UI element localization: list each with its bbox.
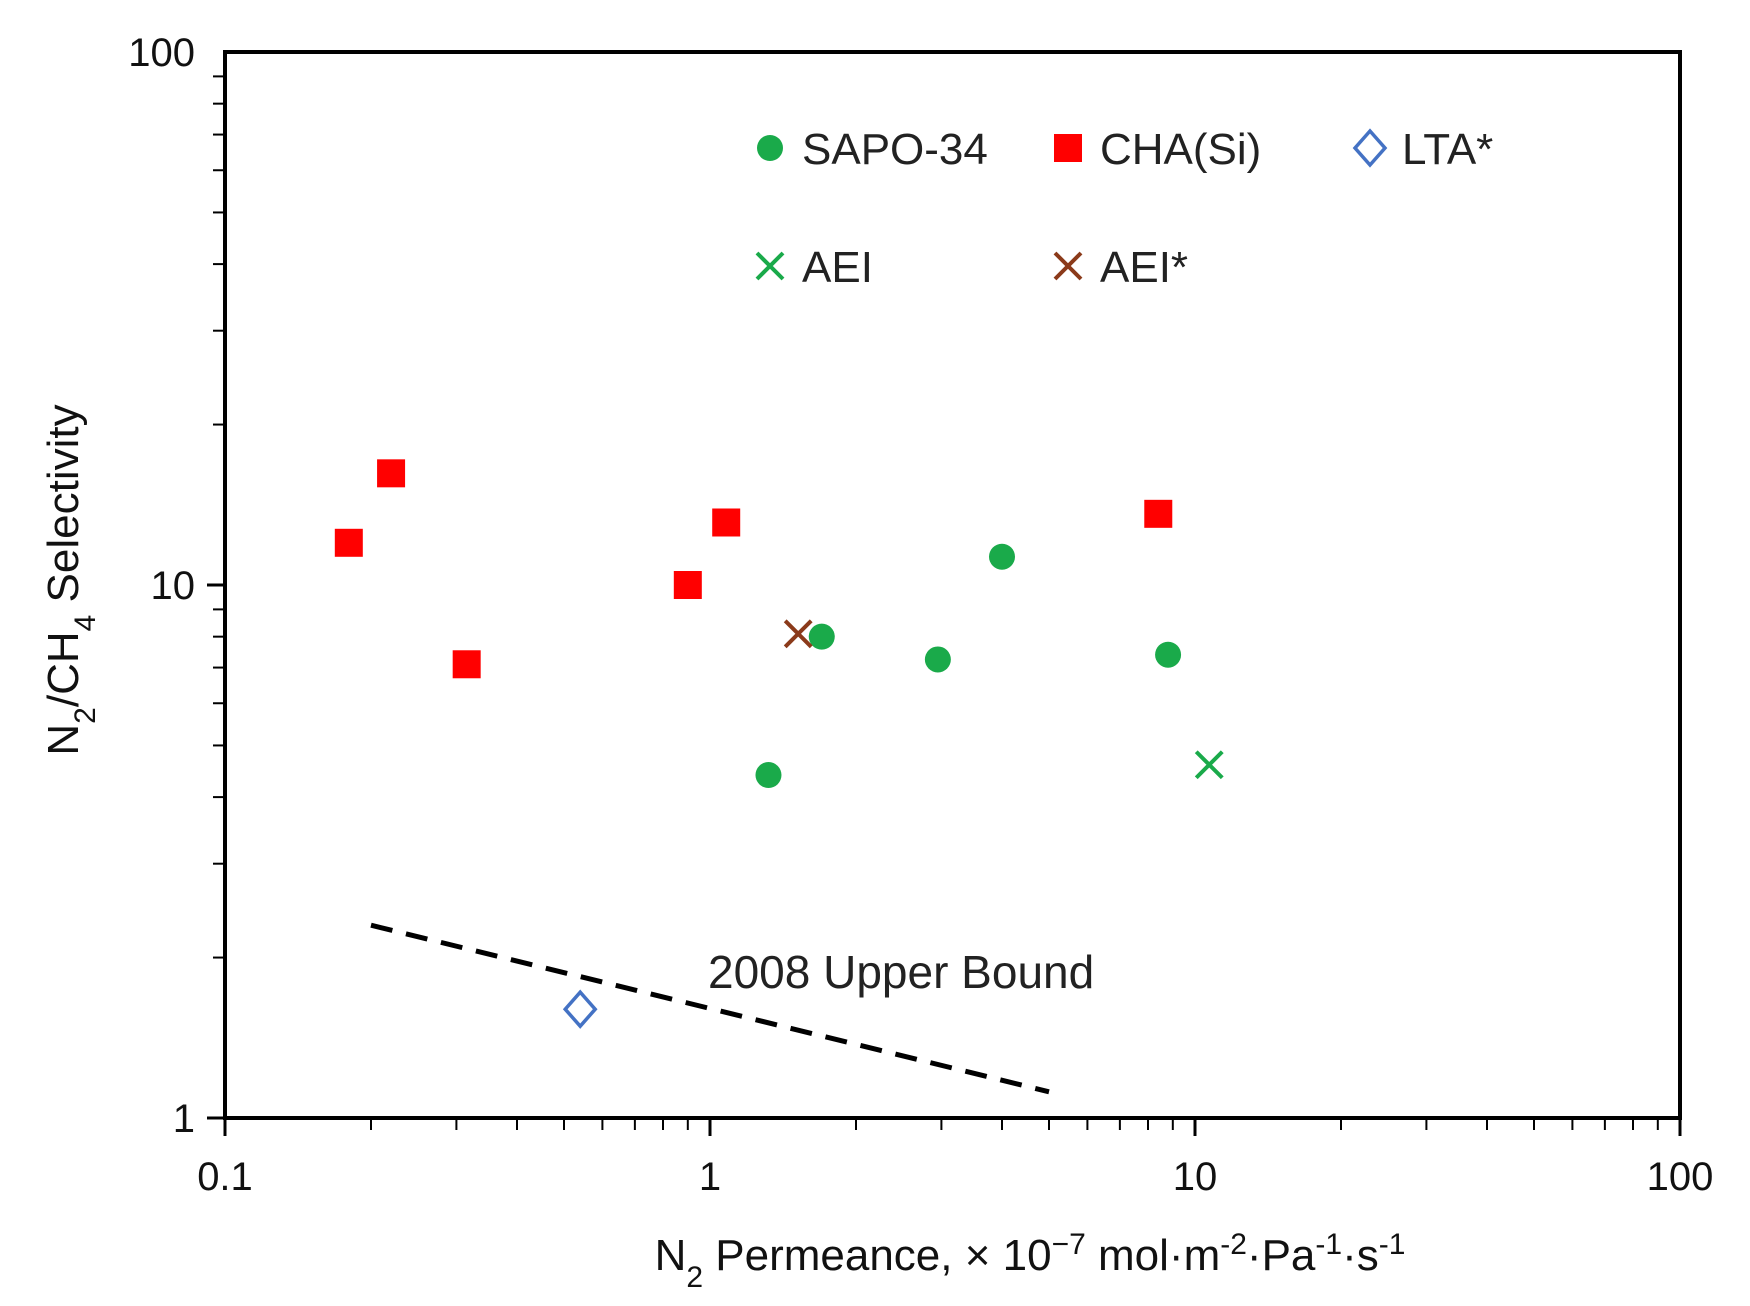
data-points-group [334,459,1224,1029]
legend-label-lta: LTA* [1402,125,1493,174]
data-point-cha-si [712,508,741,537]
upper-bound-label: 2008 Upper Bound [708,946,1094,998]
data-point-sapo-34 [1155,641,1182,668]
x-tick-label: 0.1 [197,1155,253,1199]
data-point-cha-si [377,459,406,488]
legend-marker-aei [755,251,785,281]
data-point-cha-si [1144,499,1173,528]
legend-label-cha-si: CHA(Si) [1100,125,1261,174]
legend-marker-lta [1352,128,1388,168]
upper-bound-group [370,922,1050,1095]
upper-bound-line [370,922,1050,1095]
legend-label-aei: AEI* [1100,243,1188,292]
legend-marker-aei [1053,251,1083,281]
data-point-cha-si [673,571,702,599]
y-tick-label: 100 [128,31,195,75]
data-point-sapo-34 [808,623,835,650]
y-tick-label: 1 [173,1097,195,1141]
x-tick-label: 1 [699,1155,721,1199]
legend-marker-sapo-34 [757,135,783,161]
legend-marker-cha-si [1054,134,1082,162]
legend: SAPO-34 CHA(Si) LTA* AEI AEI* [755,125,1493,292]
legend-label-sapo-34: SAPO-34 [802,125,988,174]
axis-ticks-group [207,75,1682,1136]
data-point-sapo-34 [988,543,1015,570]
data-point-sapo-34 [755,762,782,789]
data-point-cha-si [334,528,363,557]
x-axis-title: N2 Permeance, × 10−7 mol·m-2·Pa-1·s-1 [655,1228,1406,1294]
y-tick-label: 10 [151,564,196,608]
data-point-lta [562,989,598,1029]
legend-label-aei: AEI [802,243,873,292]
x-tick-label: 100 [1647,1155,1714,1199]
data-point-aei [1194,750,1224,780]
y-axis-title: N2/CH4 Selectivity [39,404,102,755]
x-tick-label: 10 [1173,1155,1218,1199]
data-point-cha-si [452,650,481,679]
data-point-aei [783,619,813,649]
data-point-sapo-34 [924,646,951,673]
